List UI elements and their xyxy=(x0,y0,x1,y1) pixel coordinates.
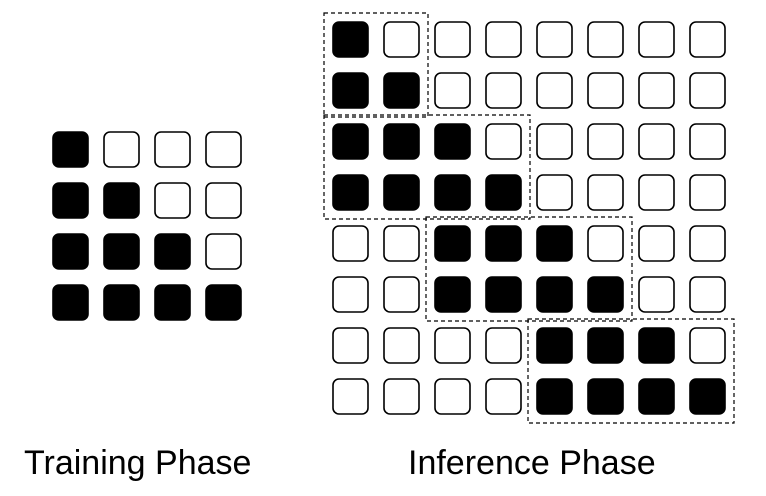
inference-block-outlines xyxy=(323,12,735,424)
training-cell-filled xyxy=(103,284,140,321)
inference-cell-empty xyxy=(638,174,675,211)
training-phase-caption: Training Phase xyxy=(24,444,252,482)
inference-cell-empty xyxy=(536,123,573,160)
inference-cell-filled xyxy=(536,378,573,415)
inference-cell-empty xyxy=(536,72,573,109)
inference-cell-empty xyxy=(689,327,726,364)
inference-cell-empty xyxy=(638,225,675,262)
inference-cell-empty xyxy=(434,72,471,109)
inference-cell-filled xyxy=(485,174,522,211)
inference-cell-empty xyxy=(434,21,471,58)
training-cell-filled xyxy=(52,233,89,270)
training-cell-empty xyxy=(154,131,191,168)
inference-cell-empty xyxy=(332,225,369,262)
inference-cell-empty xyxy=(383,276,420,313)
training-cell-filled xyxy=(154,284,191,321)
inference-cell-empty xyxy=(383,327,420,364)
inference-phase-caption: Inference Phase xyxy=(408,444,656,482)
inference-cell-empty xyxy=(536,174,573,211)
inference-block-outline xyxy=(527,318,735,424)
inference-cell-filled xyxy=(434,276,471,313)
inference-cell-filled xyxy=(332,72,369,109)
inference-cell-empty xyxy=(587,123,624,160)
inference-cell-filled xyxy=(587,378,624,415)
training-cell-empty xyxy=(205,182,242,219)
training-cell-empty xyxy=(103,131,140,168)
inference-cell-filled xyxy=(536,327,573,364)
training-cell-empty xyxy=(205,131,242,168)
inference-cell-empty xyxy=(587,21,624,58)
inference-cell-filled xyxy=(332,123,369,160)
inference-cell-filled xyxy=(485,225,522,262)
inference-cell-empty xyxy=(485,21,522,58)
inference-cell-empty xyxy=(383,225,420,262)
training-cell-filled xyxy=(52,182,89,219)
inference-cell-empty xyxy=(587,225,624,262)
inference-cell-filled xyxy=(434,123,471,160)
inference-cell-filled xyxy=(485,276,522,313)
inference-cell-empty xyxy=(689,123,726,160)
inference-cell-filled xyxy=(383,123,420,160)
inference-block-outline xyxy=(323,114,531,220)
training-cell-filled xyxy=(52,131,89,168)
inference-cell-empty xyxy=(332,327,369,364)
inference-cell-filled xyxy=(383,174,420,211)
inference-cell-empty xyxy=(434,327,471,364)
inference-cell-empty xyxy=(536,21,573,58)
inference-cell-filled xyxy=(587,327,624,364)
inference-cell-empty xyxy=(638,123,675,160)
inference-cell-empty xyxy=(689,174,726,211)
inference-cell-empty xyxy=(638,276,675,313)
training-cell-filled xyxy=(205,284,242,321)
inference-cell-filled xyxy=(587,276,624,313)
training-cell-filled xyxy=(103,233,140,270)
inference-mask-grid xyxy=(332,21,726,415)
training-cell-empty xyxy=(205,233,242,270)
inference-cell-empty xyxy=(485,378,522,415)
inference-cell-empty xyxy=(689,276,726,313)
inference-cell-filled xyxy=(383,72,420,109)
inference-cell-filled xyxy=(332,174,369,211)
inference-cell-filled xyxy=(536,276,573,313)
inference-cell-filled xyxy=(332,21,369,58)
training-cell-filled xyxy=(154,233,191,270)
inference-cell-empty xyxy=(587,174,624,211)
inference-block-outline xyxy=(323,12,429,118)
inference-cell-empty xyxy=(383,21,420,58)
inference-cell-empty xyxy=(485,72,522,109)
inference-cell-filled xyxy=(434,174,471,211)
inference-cell-empty xyxy=(383,378,420,415)
inference-cell-empty xyxy=(332,378,369,415)
inference-cell-empty xyxy=(587,72,624,109)
inference-cell-empty xyxy=(485,327,522,364)
inference-cell-empty xyxy=(434,378,471,415)
inference-cell-empty xyxy=(638,21,675,58)
inference-cell-empty xyxy=(638,72,675,109)
inference-cell-empty xyxy=(689,72,726,109)
training-cell-filled xyxy=(103,182,140,219)
training-mask-grid xyxy=(52,131,242,321)
inference-cell-filled xyxy=(689,378,726,415)
inference-block-outline xyxy=(425,216,633,322)
inference-cell-filled xyxy=(434,225,471,262)
inference-cell-filled xyxy=(536,225,573,262)
inference-cell-filled xyxy=(638,378,675,415)
inference-cell-filled xyxy=(638,327,675,364)
inference-cell-empty xyxy=(689,21,726,58)
inference-cell-empty xyxy=(485,123,522,160)
inference-cell-empty xyxy=(689,225,726,262)
training-cell-empty xyxy=(154,182,191,219)
training-cell-filled xyxy=(52,284,89,321)
inference-cell-empty xyxy=(332,276,369,313)
